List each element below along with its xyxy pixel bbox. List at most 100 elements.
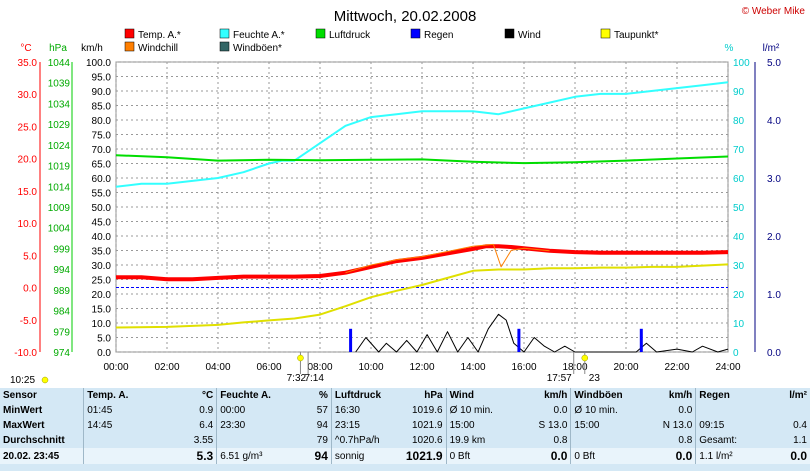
- humidity-tick-label: 10: [733, 319, 745, 330]
- legend-swatch: [410, 28, 421, 39]
- wind-tick-label: 85.0: [92, 102, 112, 113]
- stat-cell: 0.0: [513, 448, 571, 464]
- legend-swatch: [124, 41, 135, 52]
- row-label: MaxWert: [3, 420, 45, 431]
- wind-tick-label: 65.0: [92, 160, 112, 171]
- stat-cell: [83, 448, 152, 464]
- stats-table: Sensor Temp. A. °C Feuchte A. % Luftdruc…: [0, 388, 810, 464]
- rain-tick-label: 5.0: [767, 58, 781, 69]
- temp-tick-label: 15.0: [18, 187, 38, 198]
- wind-tick-label: 30.0: [92, 261, 112, 272]
- unit-pressure: hPa: [49, 43, 67, 54]
- wind-tick-label: 25.0: [92, 276, 112, 287]
- humidity-tick-label: 50: [733, 203, 745, 214]
- legend-item-rain: Regen: [410, 28, 453, 41]
- header-cell: km/h: [544, 390, 568, 401]
- wind-tick-label: 60.0: [92, 174, 112, 185]
- stat-cell: 0.0: [678, 405, 693, 416]
- header-cell: Regen: [695, 388, 764, 403]
- wind-tick-label: 40.0: [92, 232, 112, 243]
- x-tick-label: 04:00: [205, 362, 230, 373]
- x-tick-label: 14:00: [460, 362, 485, 373]
- stat-cell: 1.1 l/m²: [695, 448, 764, 464]
- stat-cell: Ø 10 min.: [570, 403, 639, 418]
- marker-label: 7:14: [304, 373, 324, 384]
- legend-swatch: [504, 28, 515, 39]
- legend-item-dewpoint: Taupunkt*: [600, 28, 659, 41]
- wind-tick-label: 0.0: [97, 348, 111, 359]
- pressure-tick-label: 999: [53, 244, 70, 255]
- x-tick-label: 08:00: [307, 362, 332, 373]
- humidity-tick-label: 60: [733, 174, 745, 185]
- rain-tick-label: 4.0: [767, 116, 781, 127]
- pressure-tick-label: 1044: [48, 58, 71, 69]
- row-label: 20.02. 23:45: [0, 448, 84, 464]
- legend-item-gust: Windböen*: [219, 41, 282, 54]
- row-label: MinWert: [3, 405, 43, 416]
- series-line-wind: [355, 313, 729, 353]
- chart-title: Mittwoch, 20.02.2008: [334, 8, 477, 25]
- series-line-temp-a: [116, 244, 729, 282]
- stat-cell: 1019.6: [411, 405, 443, 416]
- stat-cell: 6.51 g/m³: [216, 448, 285, 464]
- stat-cell: [83, 433, 152, 448]
- legend-label: Wind: [518, 30, 541, 41]
- stats-row-max: MaxWert 14:45 6.4 23:30 94 23:15 1021.9 …: [0, 418, 810, 433]
- wind-tick-label: 5.0: [97, 334, 111, 345]
- stat-cell: 0.0: [638, 448, 696, 464]
- legend-label: Temp. A.*: [138, 30, 181, 41]
- header-cell: °C: [201, 390, 214, 401]
- rain-tick-label: 1.0: [767, 290, 781, 301]
- stat-cell: 0.0: [763, 448, 810, 464]
- stat-cell: Ø 10 min.: [445, 403, 514, 418]
- temp-tick-label: 5.0: [23, 251, 37, 262]
- stat-cell: Gesamt:: [695, 433, 764, 448]
- legend-item-temp: Temp. A.*: [124, 28, 181, 41]
- stat-cell: 01:45: [83, 403, 152, 418]
- stat-cell: 5.3: [151, 448, 217, 464]
- header-cell: hPa: [424, 390, 443, 401]
- x-tick-label: 18:00: [562, 362, 587, 373]
- stats-row-min: MinWert 01:45 0.9 00:00 57 16:30 1019.6 …: [0, 403, 810, 418]
- legend-label: Taupunkt*: [614, 30, 659, 41]
- stat-cell: 94: [316, 420, 328, 431]
- copyright-label: © Weber Mike: [742, 6, 806, 17]
- series-line-feuchte-a: [115, 81, 729, 188]
- sunset-dot: [581, 354, 589, 362]
- legend-label: Windböen*: [233, 43, 282, 54]
- wind-tick-label: 90.0: [92, 87, 112, 98]
- humidity-tick-label: 70: [733, 145, 745, 156]
- legend-label: Feuchte A.*: [233, 30, 285, 41]
- legend-swatch: [219, 28, 230, 39]
- x-tick-label: 16:00: [511, 362, 536, 373]
- stat-cell: 23:15: [330, 418, 399, 433]
- wind-tick-label: 80.0: [92, 116, 112, 127]
- stat-cell: 1020.6: [411, 435, 443, 446]
- pressure-tick-label: 1019: [48, 162, 71, 173]
- header-cell: Luftdruck: [330, 388, 399, 403]
- time-label-dot: [41, 376, 49, 384]
- time-label: 10:25: [10, 375, 35, 386]
- legend-swatch: [600, 28, 611, 39]
- pressure-tick-label: 994: [53, 265, 70, 276]
- stat-cell: [763, 403, 810, 418]
- stat-cell: 19.9 km: [445, 433, 514, 448]
- legend-label: Luftdruck: [329, 30, 371, 41]
- x-tick-label: 20:00: [613, 362, 638, 373]
- rain-tick-label: 2.0: [767, 232, 781, 243]
- stat-cell: 0 Bft: [570, 448, 639, 464]
- pressure-tick-label: 1024: [48, 141, 71, 152]
- temp-tick-label: 0.0: [23, 284, 37, 295]
- weather-chart: Mittwoch, 20.02.2008 © Weber Mike Temp. …: [10, 6, 806, 386]
- unit-humidity: %: [725, 43, 734, 54]
- humidity-tick-label: 30: [733, 261, 745, 272]
- rain-bar: [349, 328, 353, 352]
- wind-tick-label: 50.0: [92, 203, 112, 214]
- temp-tick-label: 30.0: [18, 90, 38, 101]
- pressure-tick-label: 984: [53, 307, 70, 318]
- stat-cell: 1.1: [793, 435, 807, 446]
- legend-item-pressure: Luftdruck: [315, 28, 371, 41]
- wind-tick-label: 100.0: [86, 58, 111, 69]
- stat-cell: N 13.0: [662, 420, 693, 431]
- legend-label: Windchill: [138, 43, 178, 54]
